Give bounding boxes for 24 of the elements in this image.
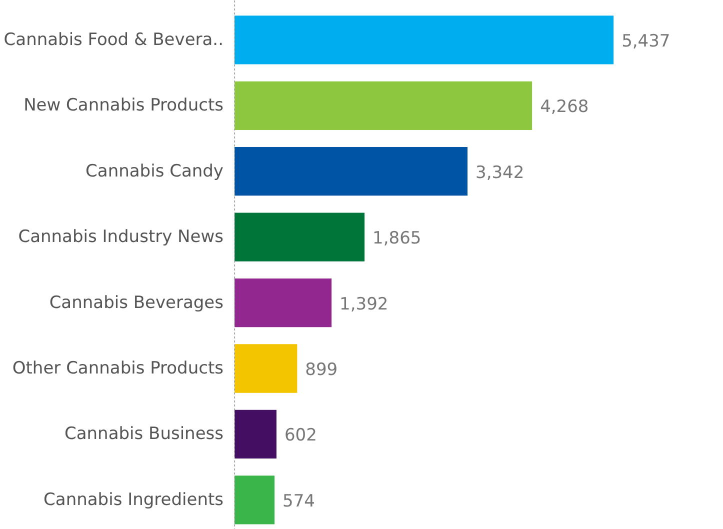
y-tick-label: Cannabis Business — [64, 424, 224, 444]
bar — [234, 278, 332, 328]
data-label: 1,392 — [340, 294, 388, 314]
y-tick-label: Cannabis Ingredients — [44, 490, 224, 510]
y-tick-label: Cannabis Beverages — [49, 292, 224, 313]
bar — [234, 476, 275, 524]
bar — [234, 410, 276, 459]
data-label: 3,342 — [476, 162, 524, 183]
data-label: 4,268 — [540, 97, 589, 118]
data-label: 1,865 — [372, 228, 422, 249]
data-label: 574 — [282, 491, 315, 512]
data-label: 899 — [305, 360, 338, 380]
y-tick-label: Cannabis Candy — [86, 161, 224, 182]
bar — [234, 16, 614, 64]
y-tick-label: Cannabis Industry News — [18, 227, 224, 248]
bar — [234, 81, 532, 130]
y-tick-label: Other Cannabis Products — [12, 358, 224, 378]
bar — [234, 212, 365, 262]
y-tick-label: Cannabis Food & Bevera.. — [4, 30, 224, 50]
data-label: 602 — [284, 426, 317, 446]
y-tick-label: New Cannabis Products — [24, 96, 224, 116]
bar — [234, 147, 468, 196]
data-label: 5,437 — [622, 31, 670, 52]
bar — [234, 344, 298, 393]
